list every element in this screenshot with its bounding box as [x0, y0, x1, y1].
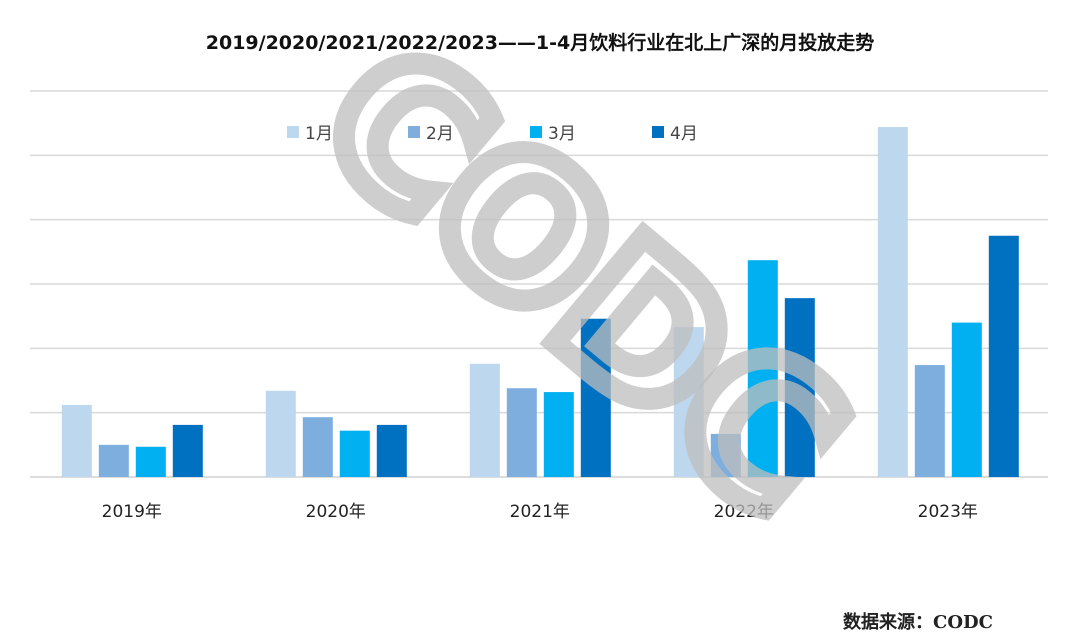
bar-4月-2019年 [172, 424, 203, 477]
legend-label: 4月 [670, 124, 698, 144]
legend-label: 3月 [548, 124, 576, 144]
bar-1月-2020年 [265, 390, 296, 477]
legend-label: 2月 [426, 124, 454, 144]
bar-3月-2020年 [339, 430, 370, 477]
bar-1月-2022年 [673, 327, 704, 477]
bar-3月-2023年 [951, 322, 982, 477]
bar-4月-2021年 [580, 318, 611, 477]
bar-4月-2022年 [784, 298, 815, 477]
bar-2月-2019年 [98, 444, 129, 477]
x-tick-label: 2023年 [918, 502, 978, 522]
bar-3月-2022年 [747, 260, 778, 477]
bar-4月-2023年 [988, 235, 1019, 477]
bar-1月-2021年 [469, 363, 500, 477]
bar-2月-2020年 [302, 417, 333, 477]
legend-swatch-3月 [530, 126, 542, 138]
bar-3月-2021年 [543, 392, 574, 477]
legend-swatch-2月 [408, 126, 420, 138]
x-tick-label: 2022年 [714, 502, 774, 522]
bar-4月-2020年 [376, 424, 407, 477]
data-source: 数据来源：CODC [843, 612, 993, 633]
x-tick-label: 2019年 [102, 502, 162, 522]
chart-title: 2019/2020/2021/2022/2023——1-4月饮料行业在北上广深的… [205, 32, 875, 54]
legend-swatch-4月 [652, 126, 664, 138]
bar-3月-2019年 [135, 446, 166, 477]
bar-2月-2021年 [506, 388, 537, 477]
bar-1月-2019年 [61, 404, 92, 477]
bar-2月-2023年 [914, 365, 945, 477]
bar-1月-2023年 [877, 127, 908, 477]
legend-swatch-1月 [287, 126, 299, 138]
x-tick-label: 2020年 [306, 502, 366, 522]
bar-2月-2022年 [710, 433, 741, 477]
legend-label: 1月 [305, 124, 333, 144]
x-tick-label: 2021年 [510, 502, 570, 522]
